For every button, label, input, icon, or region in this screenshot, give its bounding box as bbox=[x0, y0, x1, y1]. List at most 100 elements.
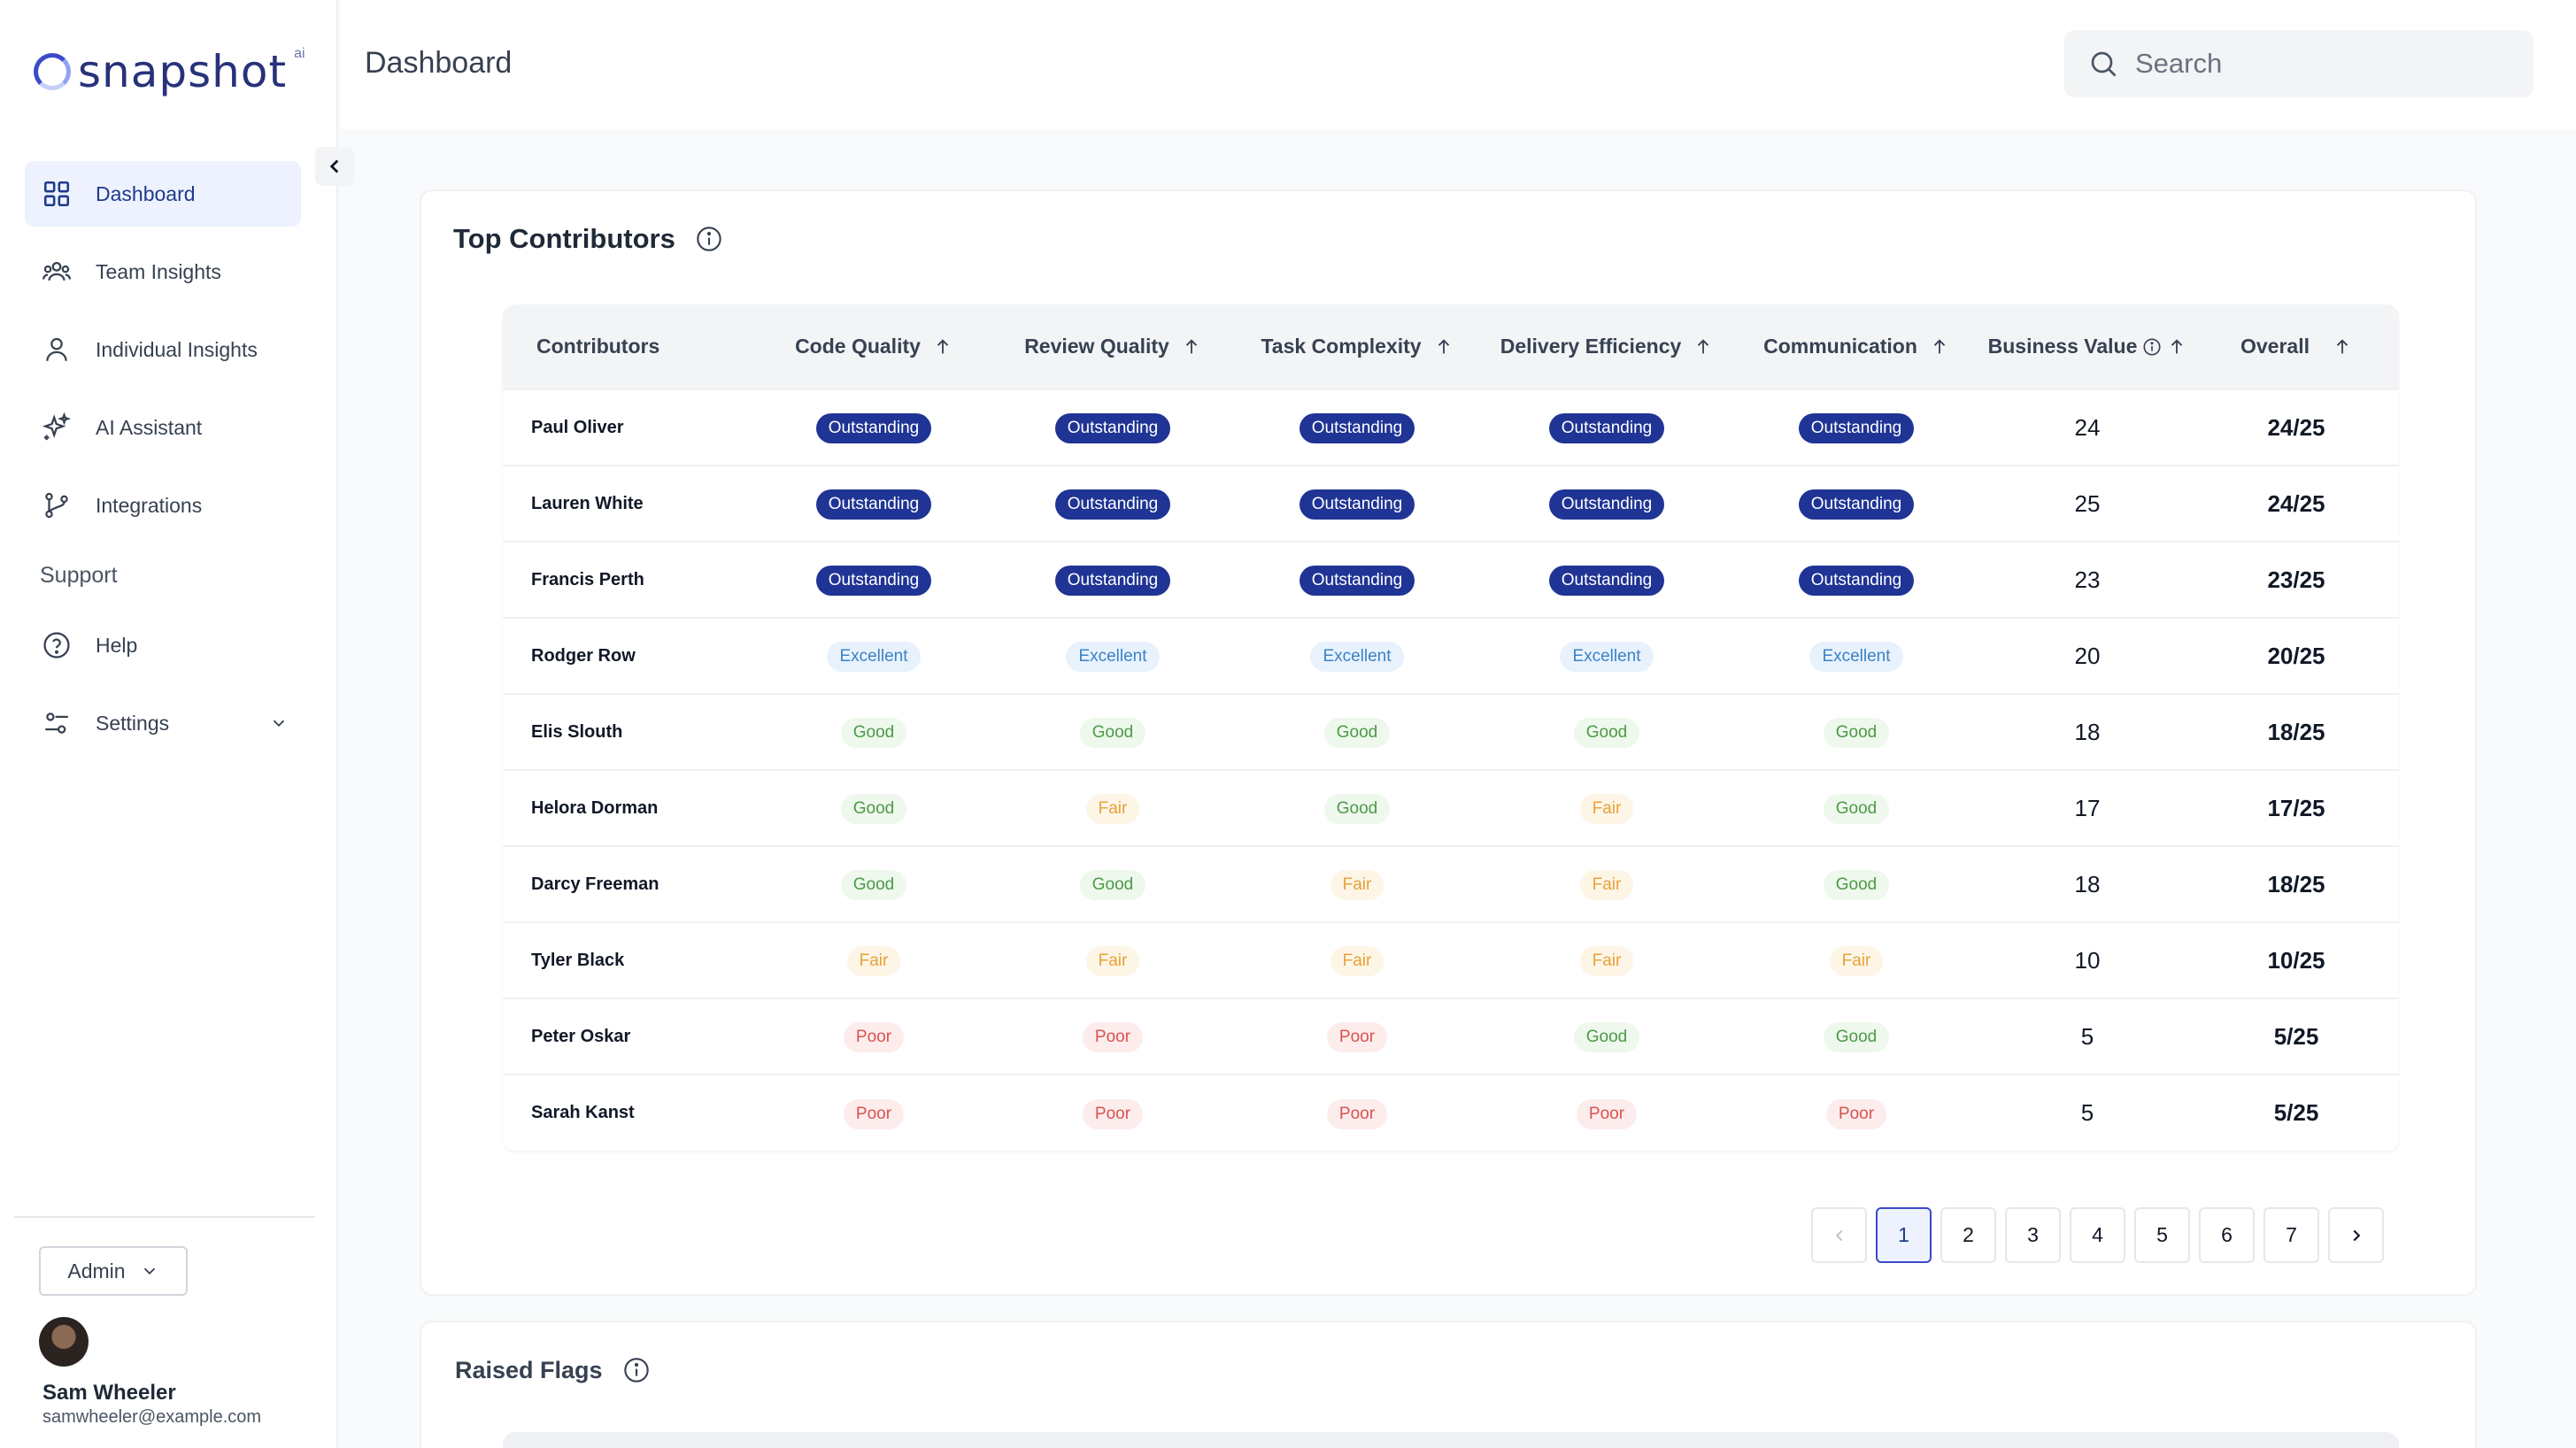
search-box[interactable] bbox=[2064, 30, 2534, 97]
overall-score-cell: 20/25 bbox=[2267, 642, 2325, 669]
communication-cell: Good bbox=[1731, 846, 1981, 922]
sidebar-item-ai-assistant[interactable]: AI Assistant bbox=[25, 395, 301, 460]
info-icon[interactable] bbox=[2142, 337, 2162, 357]
rating-badge: Good bbox=[1823, 718, 1890, 748]
rating-badge: Poor bbox=[1082, 1098, 1144, 1129]
search-input[interactable] bbox=[2135, 48, 2507, 80]
task-complexity-cell: Good bbox=[1232, 770, 1482, 846]
sort-arrow-up-icon[interactable] bbox=[1693, 337, 1713, 357]
role-select[interactable]: Admin bbox=[39, 1246, 188, 1296]
sort-arrow-up-icon[interactable] bbox=[2333, 337, 2352, 357]
logo-text: snapshot bbox=[78, 46, 288, 97]
table-row[interactable]: Peter Oskar Poor Poor Poor Good Good 5 5/25 bbox=[503, 998, 2399, 1074]
communication-cell: Fair bbox=[1731, 922, 1981, 998]
prev-page-button[interactable] bbox=[1811, 1207, 1867, 1263]
column-header-code-quality[interactable]: Code Quality bbox=[754, 304, 993, 389]
rating-badge: Excellent bbox=[827, 642, 921, 672]
rating-badge: Good bbox=[1323, 718, 1391, 748]
table-row[interactable]: Tyler Black Fair Fair Fair Fair Fair 10 10/25 bbox=[503, 922, 2399, 998]
snapshot-logo[interactable]: snapshot ai bbox=[34, 46, 305, 97]
column-header-delivery-efficiency[interactable]: Delivery Efficiency bbox=[1482, 304, 1731, 389]
rating-badge: Poor bbox=[1326, 1098, 1388, 1129]
sort-arrow-up-icon[interactable] bbox=[2167, 337, 2187, 357]
communication-cell: Good bbox=[1731, 770, 1981, 846]
rating-badge: Fair bbox=[1829, 946, 1884, 976]
overall-score-cell: 24/25 bbox=[2267, 413, 2325, 441]
delivery-efficiency-cell: Fair bbox=[1482, 922, 1731, 998]
sidebar-collapse-button[interactable] bbox=[315, 147, 354, 186]
sidebar-item-dashboard[interactable]: Dashboard bbox=[25, 161, 301, 227]
sort-arrow-up-icon[interactable] bbox=[1930, 337, 1949, 357]
code-quality-cell: Good bbox=[754, 770, 993, 846]
rating-badge: Good bbox=[840, 870, 907, 900]
rating-badge: Good bbox=[1573, 718, 1640, 748]
business-value-cell: 24 bbox=[2074, 413, 2101, 441]
sidebar-item-label: Team Insights bbox=[96, 259, 221, 283]
code-quality-cell: Excellent bbox=[754, 618, 993, 694]
rating-badge: Outstanding bbox=[815, 489, 932, 520]
sidebar-divider bbox=[14, 1216, 315, 1218]
info-icon[interactable] bbox=[622, 1356, 651, 1384]
next-page-button[interactable] bbox=[2328, 1207, 2384, 1263]
business-value-cell: 5 bbox=[2080, 1022, 2094, 1050]
page-button-7[interactable]: 7 bbox=[2264, 1207, 2319, 1263]
sidebar-item-team-insights[interactable]: Team Insights bbox=[25, 239, 301, 304]
contributor-name: Francis Perth bbox=[531, 569, 644, 589]
sidebar-item-label: Integrations bbox=[96, 493, 203, 517]
sidebar-item-label: AI Assistant bbox=[96, 415, 203, 439]
table-row[interactable]: Paul Oliver Outstanding Outstanding Outstan… bbox=[503, 389, 2399, 466]
table-row[interactable]: Darcy Freeman Good Good Fair Fair Good 18 18/25 bbox=[503, 846, 2399, 922]
contributor-name: Elis Slouth bbox=[531, 721, 623, 742]
sort-arrow-up-icon[interactable] bbox=[933, 337, 953, 357]
logo-suffix: ai bbox=[294, 46, 305, 61]
page-button-5[interactable]: 5 bbox=[2134, 1207, 2190, 1263]
page-button-1[interactable]: 1 bbox=[1876, 1207, 1932, 1263]
user-email: samwheeler@example.com bbox=[42, 1407, 262, 1427]
chevron-down-icon bbox=[273, 720, 285, 728]
table-row[interactable]: Helora Dorman Good Fair Good Fair Good 17 17/25 bbox=[503, 770, 2399, 846]
contributor-name: Paul Oliver bbox=[531, 417, 624, 437]
sparkle-icon bbox=[41, 412, 73, 443]
page-button-4[interactable]: 4 bbox=[2070, 1207, 2125, 1263]
table-body: Paul Oliver Outstanding Outstanding Outstan… bbox=[503, 389, 2399, 1151]
rating-badge: Outstanding bbox=[1798, 413, 1915, 443]
rating-badge: Excellent bbox=[1560, 642, 1654, 672]
column-header-communication[interactable]: Communication bbox=[1731, 304, 1981, 389]
column-header-overall[interactable]: Overall bbox=[2194, 304, 2399, 389]
sidebar-item-individual-insights[interactable]: Individual Insights bbox=[25, 317, 301, 382]
table-row[interactable]: Lauren White Outstanding Outstanding Outsta… bbox=[503, 466, 2399, 542]
sidebar-item-integrations[interactable]: Integrations bbox=[25, 473, 301, 538]
sort-arrow-up-icon[interactable] bbox=[1434, 337, 1454, 357]
rating-badge: Outstanding bbox=[1054, 413, 1171, 443]
overall-score-cell: 17/25 bbox=[2267, 794, 2325, 821]
table-row[interactable]: Elis Slouth Good Good Good Good Good 18 18/25 bbox=[503, 694, 2399, 770]
contributor-name: Tyler Black bbox=[531, 950, 625, 970]
column-header-review-quality[interactable]: Review Quality bbox=[993, 304, 1232, 389]
column-header-business-value[interactable]: Business Value bbox=[1981, 304, 2194, 389]
overall-score-cell: 5/25 bbox=[2273, 1099, 2319, 1126]
chevron-left-icon bbox=[329, 159, 339, 173]
page-button-3[interactable]: 3 bbox=[2005, 1207, 2061, 1263]
rating-badge: Poor bbox=[1326, 1022, 1388, 1052]
page-button-6[interactable]: 6 bbox=[2199, 1207, 2255, 1263]
rating-badge: Fair bbox=[1579, 946, 1634, 976]
contributor-name: Darcy Freeman bbox=[531, 874, 659, 894]
review-quality-cell: Good bbox=[993, 694, 1232, 770]
sidebar-item-settings[interactable]: Settings bbox=[25, 690, 301, 756]
page-button-2[interactable]: 2 bbox=[1940, 1207, 1996, 1263]
table-row[interactable]: Sarah Kanst Poor Poor Poor Poor Poor 5 5/25 bbox=[503, 1074, 2399, 1151]
table-row[interactable]: Rodger Row Excellent Excellent Excellent Exc… bbox=[503, 618, 2399, 694]
sidebar-item-help[interactable]: Help bbox=[25, 612, 301, 678]
rating-badge: Fair bbox=[1330, 870, 1384, 900]
top-contributors-card: Top Contributors Contributors Code Quali… bbox=[420, 189, 2477, 1296]
column-header-task-complexity[interactable]: Task Complexity bbox=[1232, 304, 1482, 389]
task-complexity-cell: Outstanding bbox=[1232, 542, 1482, 618]
info-icon[interactable] bbox=[695, 225, 723, 253]
rating-badge: Good bbox=[1823, 870, 1890, 900]
raised-flags-title: Raised Flags bbox=[455, 1356, 651, 1384]
table-row[interactable]: Francis Perth Outstanding Outstanding Outst… bbox=[503, 542, 2399, 618]
avatar[interactable] bbox=[39, 1317, 89, 1367]
sort-arrow-up-icon[interactable] bbox=[1182, 337, 1201, 357]
dashboard-icon bbox=[41, 178, 73, 210]
delivery-efficiency-cell: Good bbox=[1482, 998, 1731, 1074]
